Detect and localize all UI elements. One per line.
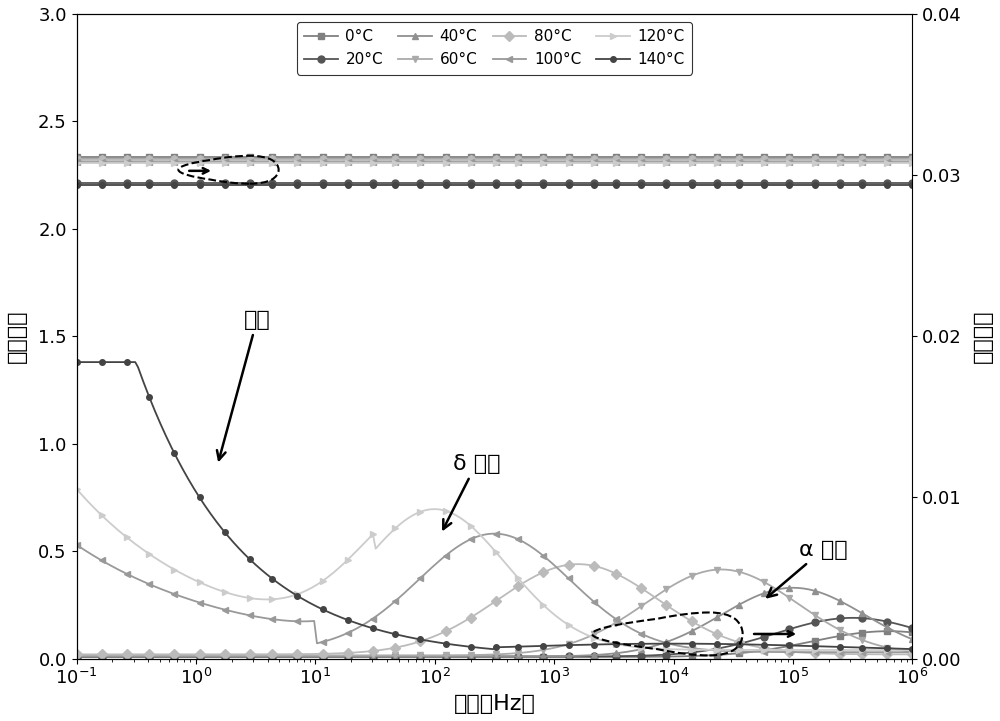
140°C bbox=[775, 180, 787, 189]
Text: δ 松弛: δ 松弛 bbox=[443, 454, 500, 529]
20°C bbox=[565, 178, 577, 187]
60°C bbox=[582, 155, 594, 164]
40°C bbox=[775, 154, 787, 162]
100°C bbox=[565, 158, 577, 167]
140°C bbox=[565, 180, 577, 189]
40°C bbox=[565, 154, 577, 162]
Legend: 0°C, 20°C, 40°C, 60°C, 80°C, 100°C, 120°C, 140°C: 0°C, 20°C, 40°C, 60°C, 80°C, 100°C, 120°… bbox=[297, 22, 692, 74]
Y-axis label: 介电损耗: 介电损耗 bbox=[973, 309, 993, 363]
100°C bbox=[568, 158, 580, 167]
140°C bbox=[71, 180, 83, 189]
80°C bbox=[906, 156, 918, 164]
20°C bbox=[828, 178, 840, 187]
60°C bbox=[71, 155, 83, 164]
60°C bbox=[775, 155, 787, 164]
Line: 120°C: 120°C bbox=[73, 160, 916, 167]
140°C bbox=[906, 180, 918, 189]
Line: 140°C: 140°C bbox=[74, 182, 915, 187]
60°C bbox=[565, 155, 577, 164]
Text: α 松弛: α 松弛 bbox=[767, 539, 848, 597]
100°C bbox=[582, 158, 594, 167]
120°C bbox=[582, 159, 594, 168]
20°C bbox=[73, 178, 85, 187]
Line: 40°C: 40°C bbox=[73, 154, 916, 162]
140°C bbox=[73, 180, 85, 189]
40°C bbox=[828, 154, 840, 162]
120°C bbox=[568, 159, 580, 168]
120°C bbox=[73, 159, 85, 168]
X-axis label: 频率（Hz）: 频率（Hz） bbox=[454, 694, 535, 714]
120°C bbox=[906, 159, 918, 168]
0°C bbox=[71, 153, 83, 162]
40°C bbox=[582, 154, 594, 162]
0°C bbox=[775, 153, 787, 162]
Text: 电导: 电导 bbox=[217, 309, 270, 460]
120°C bbox=[828, 159, 840, 168]
Line: 0°C: 0°C bbox=[73, 154, 916, 160]
40°C bbox=[568, 154, 580, 162]
20°C bbox=[582, 178, 594, 187]
140°C bbox=[582, 180, 594, 189]
0°C bbox=[565, 153, 577, 162]
60°C bbox=[906, 155, 918, 164]
80°C bbox=[775, 156, 787, 164]
100°C bbox=[71, 158, 83, 167]
40°C bbox=[73, 154, 85, 162]
60°C bbox=[568, 155, 580, 164]
Line: 80°C: 80°C bbox=[73, 156, 916, 164]
0°C bbox=[828, 153, 840, 162]
60°C bbox=[828, 155, 840, 164]
120°C bbox=[565, 159, 577, 168]
100°C bbox=[73, 158, 85, 167]
Line: 60°C: 60°C bbox=[73, 156, 916, 162]
20°C bbox=[775, 178, 787, 187]
120°C bbox=[71, 159, 83, 168]
80°C bbox=[71, 156, 83, 164]
20°C bbox=[568, 178, 580, 187]
120°C bbox=[775, 159, 787, 168]
0°C bbox=[906, 153, 918, 162]
100°C bbox=[775, 158, 787, 167]
80°C bbox=[565, 156, 577, 164]
140°C bbox=[568, 180, 580, 189]
100°C bbox=[906, 158, 918, 167]
140°C bbox=[828, 180, 840, 189]
Line: 20°C: 20°C bbox=[73, 180, 916, 186]
Y-axis label: 介电常数: 介电常数 bbox=[7, 309, 27, 363]
80°C bbox=[568, 156, 580, 164]
0°C bbox=[73, 153, 85, 162]
0°C bbox=[582, 153, 594, 162]
80°C bbox=[73, 156, 85, 164]
20°C bbox=[906, 178, 918, 187]
40°C bbox=[906, 154, 918, 162]
100°C bbox=[828, 158, 840, 167]
Line: 100°C: 100°C bbox=[73, 159, 916, 166]
20°C bbox=[71, 178, 83, 187]
80°C bbox=[582, 156, 594, 164]
60°C bbox=[73, 155, 85, 164]
0°C bbox=[568, 153, 580, 162]
40°C bbox=[71, 154, 83, 162]
80°C bbox=[828, 156, 840, 164]
